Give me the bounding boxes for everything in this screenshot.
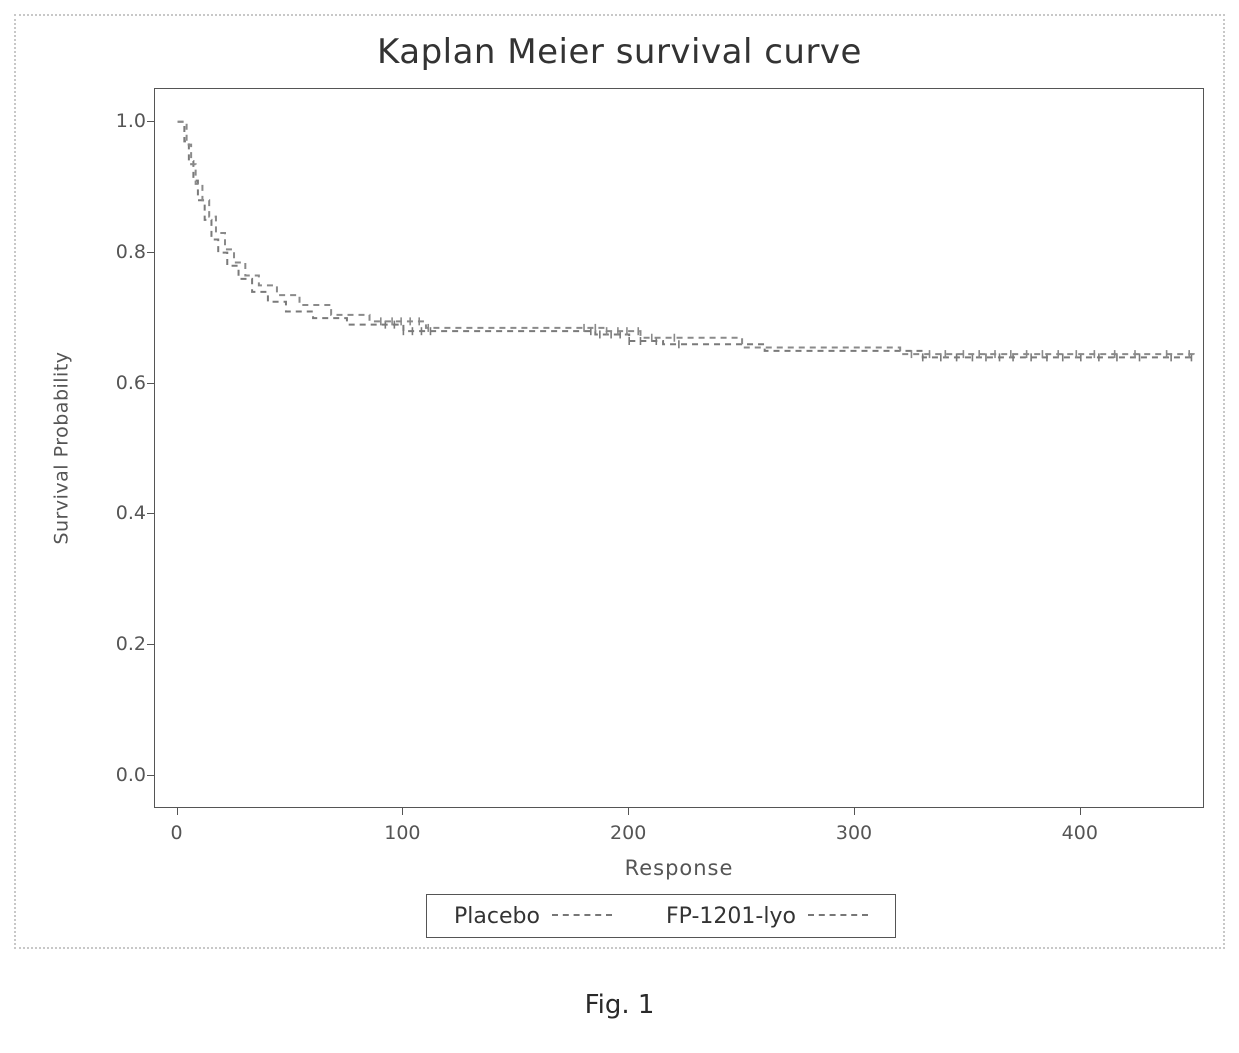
legend-swatch-placebo — [552, 914, 612, 918]
legend-item-placebo: Placebo — [454, 904, 612, 929]
y-tick-label: 1.0 — [94, 110, 146, 132]
x-tick-label: 0 — [171, 822, 183, 844]
x-tick-mark — [402, 808, 403, 815]
y-tick-label: 0.4 — [94, 502, 146, 524]
km-curve-svg — [155, 89, 1202, 806]
x-tick-mark — [1080, 808, 1081, 815]
dotted-outer-frame: Kaplan Meier survival curve Survival Pro… — [14, 14, 1225, 949]
plot-area — [154, 88, 1204, 808]
chart-title: Kaplan Meier survival curve — [16, 32, 1223, 72]
x-tick-label: 100 — [384, 822, 420, 844]
y-tick-mark — [147, 644, 154, 645]
legend-swatch-fp1201 — [808, 914, 868, 918]
y-tick-mark — [147, 121, 154, 122]
y-tick-mark — [147, 513, 154, 514]
x-axis-label: Response — [154, 856, 1204, 880]
y-tick-label: 0.2 — [94, 633, 146, 655]
legend-label-placebo: Placebo — [454, 904, 540, 929]
legend: Placebo FP-1201-lyo — [426, 894, 896, 938]
y-tick-label: 0.0 — [94, 764, 146, 786]
x-tick-label: 300 — [836, 822, 872, 844]
x-tick-label: 400 — [1062, 822, 1098, 844]
y-tick-mark — [147, 252, 154, 253]
y-axis-label-container: Survival Probability — [50, 88, 74, 808]
y-tick-mark — [147, 775, 154, 776]
x-tick-label: 200 — [610, 822, 646, 844]
y-axis-label: Survival Probability — [51, 351, 73, 544]
y-tick-label: 0.6 — [94, 372, 146, 394]
x-tick-mark — [854, 808, 855, 815]
y-tick-label: 0.8 — [94, 241, 146, 263]
y-tick-mark — [147, 383, 154, 384]
legend-item-fp1201: FP-1201-lyo — [666, 904, 868, 929]
km-step-line — [178, 122, 1194, 360]
x-tick-mark — [628, 808, 629, 815]
x-tick-mark — [177, 808, 178, 815]
legend-label-fp1201: FP-1201-lyo — [666, 904, 796, 929]
km-step-line — [178, 122, 1194, 358]
figure-caption: Fig. 1 — [0, 990, 1239, 1020]
